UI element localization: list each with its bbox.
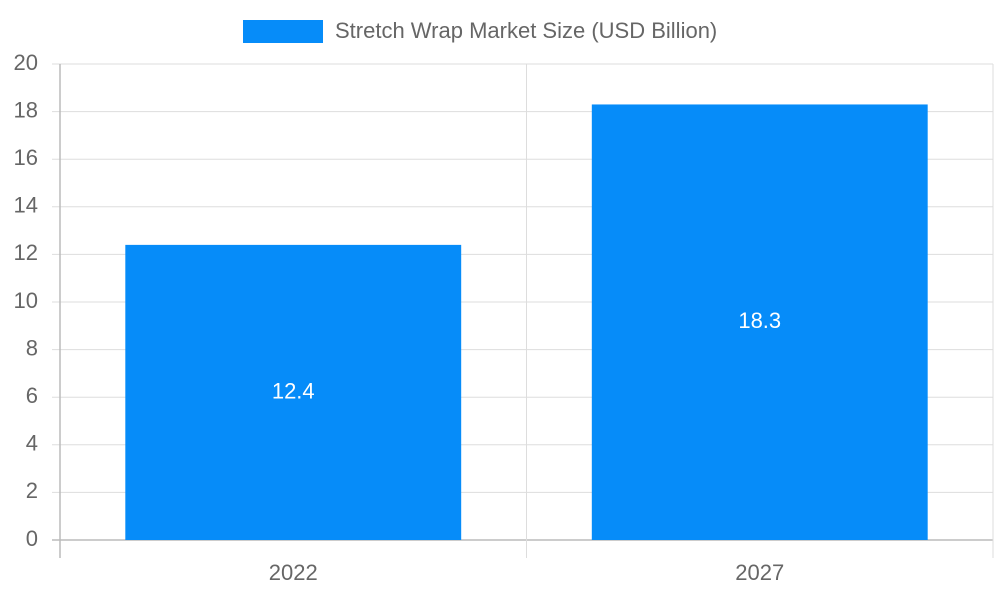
data-label: 18.3 bbox=[738, 308, 781, 333]
bar bbox=[125, 244, 462, 540]
y-tick-label: 12 bbox=[14, 240, 38, 265]
y-tick-label: 8 bbox=[26, 335, 38, 360]
y-tick-label: 18 bbox=[14, 97, 38, 122]
y-tick-label: 6 bbox=[26, 383, 38, 408]
legend-label: Stretch Wrap Market Size (USD Billion) bbox=[335, 18, 717, 43]
y-tick-label: 10 bbox=[14, 288, 38, 313]
y-tick-label: 14 bbox=[14, 193, 38, 218]
x-tick-label: 2022 bbox=[269, 560, 318, 585]
y-tick-label: 2 bbox=[26, 478, 38, 503]
y-tick-label: 16 bbox=[14, 145, 38, 170]
bar bbox=[591, 104, 928, 541]
x-tick-label: 2027 bbox=[735, 560, 784, 585]
y-tick-label: 20 bbox=[14, 50, 38, 75]
y-tick-label: 4 bbox=[26, 431, 38, 456]
y-tick-label: 0 bbox=[26, 526, 38, 551]
data-label: 12.4 bbox=[272, 378, 315, 403]
legend-swatch bbox=[243, 20, 323, 43]
